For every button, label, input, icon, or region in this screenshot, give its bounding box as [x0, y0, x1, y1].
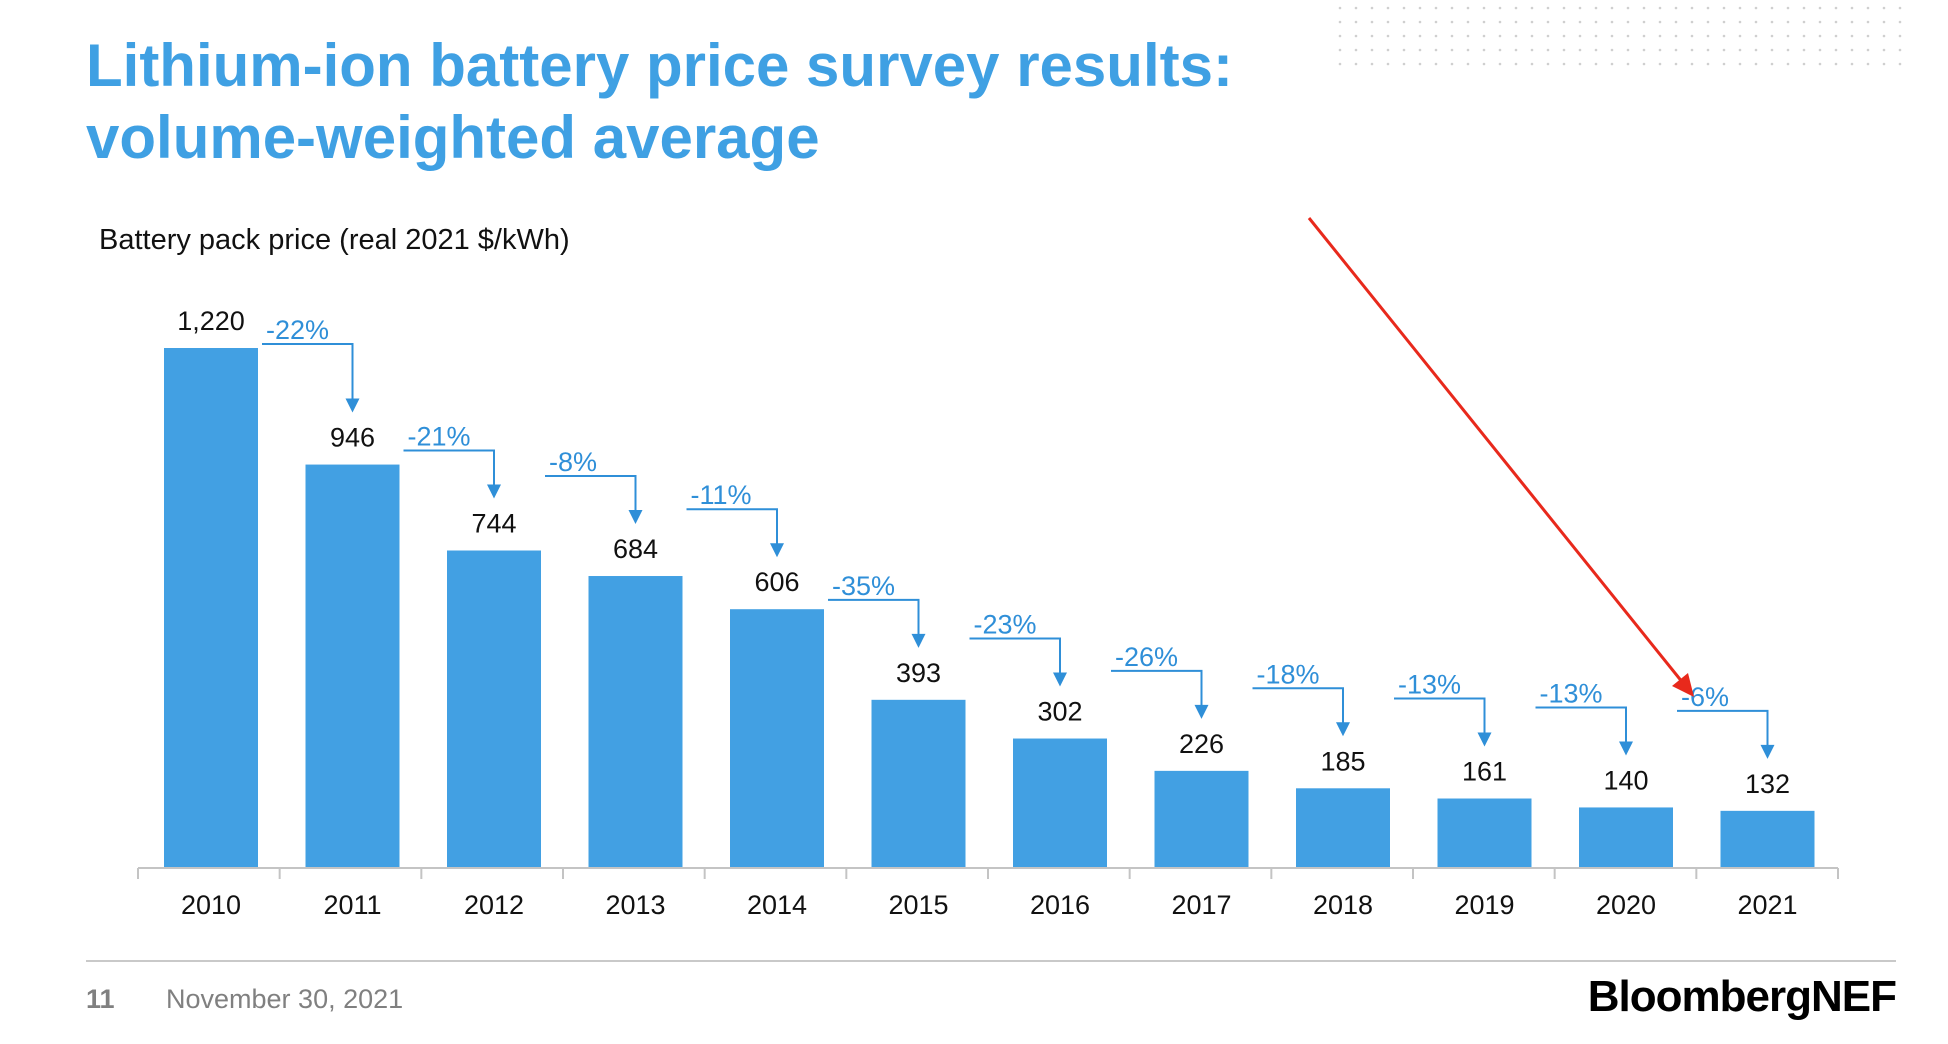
change-arrowhead-2016 [1053, 672, 1067, 687]
value-label-2018: 185 [1320, 746, 1365, 776]
bar-2014 [730, 609, 824, 867]
change-label-2019: -13% [1398, 670, 1461, 700]
value-label-2012: 744 [471, 508, 516, 538]
change-arrowhead-2011 [345, 398, 360, 413]
change-arrowhead-2015 [911, 633, 926, 648]
highlight-arrowhead [1672, 673, 1694, 697]
x-tick-label-2012: 2012 [464, 890, 524, 920]
value-label-2010: 1,220 [177, 306, 245, 336]
change-bracket-2017 [1111, 669, 1203, 707]
value-label-2019: 161 [1462, 757, 1507, 787]
change-bracket-2018 [1252, 687, 1344, 725]
change-bracket-2019 [1394, 697, 1486, 735]
bar-2013 [588, 576, 683, 867]
value-label-2021: 132 [1745, 769, 1790, 799]
change-bracket-2021 [1677, 709, 1769, 747]
change-bracket-2011 [262, 343, 354, 401]
x-tick-label-2018: 2018 [1313, 890, 1373, 920]
change-label-2016: -23% [974, 610, 1037, 640]
slide-title-line-2: volume-weighted average [86, 104, 820, 171]
highlight-arrow-line [1307, 217, 1685, 684]
change-bracket-2013 [545, 475, 637, 513]
footer-divider [86, 960, 1896, 962]
change-label-2020: -13% [1540, 678, 1603, 708]
change-label-2012: -21% [408, 421, 471, 451]
change-bracket-2020 [1535, 706, 1627, 744]
x-tick-label-2020: 2020 [1596, 890, 1656, 920]
slide-title: Lithium-ion battery price survey results… [86, 30, 1233, 174]
change-arrowhead-2018 [1336, 722, 1350, 737]
slide-title-line-1: Lithium-ion battery price survey results… [86, 32, 1233, 99]
x-tick-label-2017: 2017 [1171, 890, 1231, 920]
page-number: 11 [86, 984, 115, 1014]
x-tick-label-2021: 2021 [1737, 890, 1797, 920]
brand-logo: BloombergNEF [1587, 972, 1897, 1021]
change-arrowhead-2014 [770, 543, 784, 558]
change-arrowhead-2020 [1619, 741, 1633, 756]
change-label-2013: -8% [549, 447, 597, 477]
x-tick-label-2011: 2011 [323, 890, 381, 920]
change-arrowhead-2021 [1760, 744, 1775, 759]
value-label-2014: 606 [754, 567, 799, 597]
x-tick-label-2019: 2019 [1454, 890, 1514, 920]
bar-2020 [1579, 807, 1673, 867]
value-label-2020: 140 [1603, 765, 1648, 795]
value-label-2013: 684 [613, 534, 658, 564]
bar-2019 [1437, 798, 1532, 867]
change-bracket-2014 [686, 508, 778, 546]
x-tick-label-2016: 2016 [1030, 890, 1090, 920]
change-bracket-2016 [969, 637, 1061, 675]
bar-2010 [164, 348, 258, 867]
bar-2018 [1296, 788, 1390, 867]
change-bracket-2012 [403, 449, 495, 487]
change-label-2014: -11% [691, 480, 752, 510]
change-label-2018: -18% [1257, 659, 1320, 689]
y-axis-label: Battery pack price (real 2021 $/kWh) [99, 224, 570, 256]
battery-price-bar-chart: Battery pack price (real 2021 $/kWh) 1,22… [99, 217, 1839, 920]
change-label-2015: -35% [832, 571, 895, 601]
bar-2016 [1013, 738, 1107, 867]
value-label-2016: 302 [1037, 697, 1082, 727]
bar-2021 [1720, 810, 1815, 867]
x-tick-label-2010: 2010 [181, 890, 241, 920]
change-arrowhead-2019 [1477, 732, 1492, 747]
x-tick-label-2014: 2014 [747, 890, 807, 920]
bar-2012 [447, 550, 541, 867]
change-bracket-2015 [828, 598, 920, 636]
change-label-2017: -26% [1115, 642, 1178, 672]
footer-date: November 30, 2021 [166, 984, 404, 1014]
change-arrowhead-2013 [628, 510, 643, 525]
change-label-2011: -22% [266, 315, 329, 345]
x-tick-label-2013: 2013 [605, 890, 665, 920]
bar-2017 [1154, 770, 1249, 867]
bar-2011 [305, 464, 400, 867]
value-label-2015: 393 [896, 658, 941, 688]
x-tick-label-2015: 2015 [888, 890, 948, 920]
change-arrowhead-2012 [487, 484, 501, 499]
bar-2015 [871, 699, 966, 867]
value-label-2011: 946 [330, 423, 375, 453]
change-arrowhead-2017 [1194, 704, 1209, 719]
value-label-2017: 226 [1179, 729, 1224, 759]
